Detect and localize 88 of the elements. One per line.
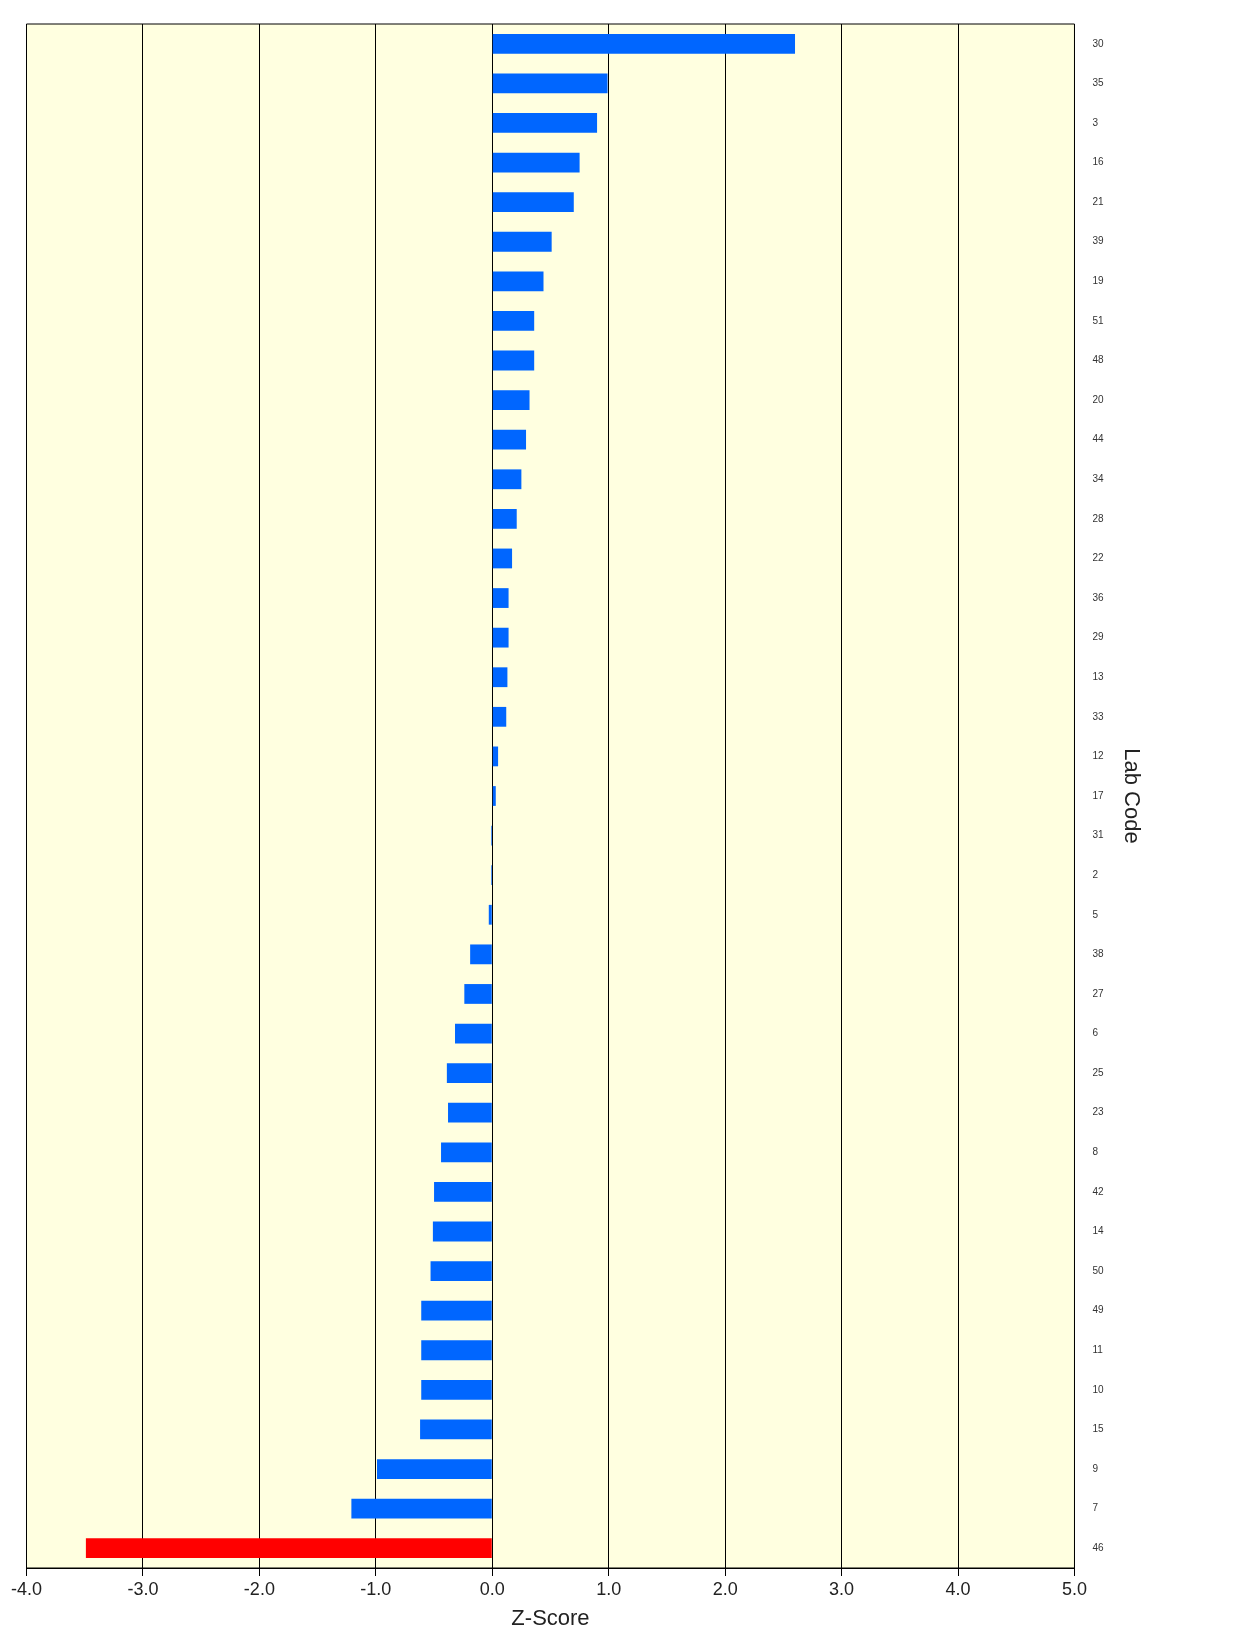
y-tick-label: 51	[1092, 314, 1105, 326]
y-tick-label: 23	[1092, 1106, 1105, 1118]
bar	[492, 667, 508, 688]
bar	[351, 1498, 492, 1519]
y-tick-label: 10	[1092, 1383, 1105, 1395]
x-tick-label: -4.0	[10, 1578, 43, 1599]
y-tick-label: 46	[1092, 1541, 1105, 1553]
bar	[492, 508, 517, 529]
bar	[421, 1300, 492, 1321]
bar	[492, 786, 496, 806]
bar	[492, 627, 509, 648]
y-tick-label: 25	[1092, 1066, 1105, 1078]
bar	[492, 192, 574, 213]
x-tick-label: 2.0	[712, 1578, 738, 1599]
x-tick-label: 3.0	[829, 1578, 855, 1599]
bar	[377, 1459, 492, 1479]
y-tick-label: 28	[1092, 512, 1105, 524]
y-tick-label: 39	[1092, 235, 1105, 247]
y-tick-label: 9	[1092, 1462, 1099, 1474]
x-tick-label: -2.0	[243, 1578, 275, 1599]
y-tick-label: 21	[1092, 195, 1105, 207]
x-axis-title: Z-Score	[511, 1604, 590, 1630]
y-tick-label: 36	[1092, 591, 1105, 603]
y-tick-label: 20	[1092, 393, 1105, 405]
bar	[434, 1182, 492, 1202]
y-tick-label: 19	[1092, 275, 1105, 287]
y-tick-label: 8	[1092, 1146, 1099, 1158]
bar	[492, 113, 598, 133]
y-tick-label: 48	[1092, 354, 1105, 366]
bar	[492, 152, 580, 173]
y-tick-label: 6	[1092, 1027, 1099, 1039]
bar	[492, 588, 509, 608]
y-tick-label: 12	[1092, 750, 1105, 762]
x-tick-label: 0.0	[479, 1578, 505, 1599]
bar	[446, 1063, 492, 1084]
bar	[492, 271, 544, 292]
bar	[420, 1419, 492, 1440]
bar	[464, 984, 492, 1004]
y-tick-label: 49	[1092, 1304, 1105, 1316]
bar	[470, 944, 492, 965]
y-tick-label: 13	[1092, 670, 1105, 682]
bar	[492, 311, 535, 331]
x-tick-label: -3.0	[127, 1578, 159, 1599]
bar	[441, 1142, 492, 1163]
bar	[492, 469, 522, 490]
bar	[492, 390, 530, 410]
bar	[421, 1379, 492, 1400]
bar	[432, 1221, 492, 1242]
bar	[85, 1538, 492, 1559]
y-tick-label: 7	[1092, 1502, 1099, 1514]
bar	[492, 706, 507, 727]
bar	[492, 429, 527, 450]
bar	[455, 1023, 492, 1044]
y-tick-label: 17	[1092, 789, 1105, 801]
y-tick-label: 44	[1092, 433, 1105, 445]
y-tick-label: 22	[1092, 552, 1105, 564]
bar	[492, 746, 499, 767]
y-axis-title: Lab Code	[1119, 748, 1145, 844]
y-tick-label: 3	[1092, 116, 1099, 128]
y-tick-label: 11	[1092, 1344, 1104, 1356]
x-tick-label: -1.0	[360, 1578, 392, 1599]
y-tick-label: 38	[1092, 948, 1105, 960]
y-tick-label: 29	[1092, 631, 1105, 643]
y-tick-label: 15	[1092, 1423, 1105, 1435]
bar	[492, 73, 608, 94]
y-tick-label: 16	[1092, 156, 1105, 168]
y-tick-label: 33	[1092, 710, 1105, 722]
bar	[421, 1340, 492, 1361]
bar	[492, 33, 796, 54]
y-tick-label: 34	[1092, 473, 1105, 485]
bar	[448, 1102, 492, 1123]
y-tick-label: 2	[1092, 868, 1099, 880]
y-tick-label: 27	[1092, 987, 1105, 999]
y-tick-label: 5	[1092, 908, 1099, 920]
bar	[488, 904, 492, 925]
x-tick-label: 1.0	[596, 1578, 622, 1599]
bar	[430, 1261, 492, 1281]
bar	[492, 231, 552, 252]
x-tick-label: 4.0	[945, 1578, 971, 1599]
y-tick-label: 31	[1092, 829, 1105, 841]
y-tick-label: 35	[1092, 77, 1105, 89]
x-tick-label: 5.0	[1061, 1578, 1087, 1599]
bar	[492, 350, 535, 371]
bar	[492, 548, 513, 569]
y-tick-label: 30	[1092, 37, 1105, 49]
y-tick-label: 50	[1092, 1264, 1105, 1276]
y-tick-label: 42	[1092, 1185, 1105, 1197]
y-tick-label: 14	[1092, 1225, 1105, 1237]
